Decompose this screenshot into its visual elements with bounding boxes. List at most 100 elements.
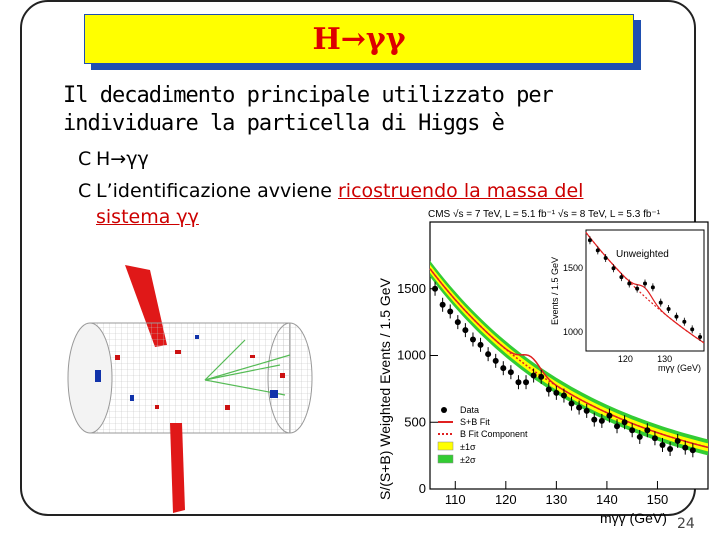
data-point	[469, 336, 476, 343]
detector-endcap-left	[67, 322, 113, 434]
bullet-2-text: L’identificazione avviene	[96, 180, 338, 202]
legend-data-marker	[441, 407, 447, 413]
bullet-2-line-2: sistema γγ	[96, 206, 199, 228]
data-point	[500, 365, 507, 372]
inset-data-point	[603, 256, 608, 261]
bullet-icon: C	[78, 148, 92, 170]
data-point	[636, 433, 643, 440]
data-point	[439, 301, 446, 308]
inset-data-point	[587, 238, 592, 243]
inset-x-tick-label: 130	[657, 354, 672, 364]
data-point	[515, 379, 522, 386]
slide-title: H→γγ	[312, 21, 406, 57]
data-point	[477, 341, 484, 348]
bullet-icon: C	[78, 180, 92, 202]
y-ticks: 0 500 1000 1500	[397, 281, 438, 496]
chart-header: CMS √s = 7 TeV, L = 5.1 fb⁻¹ √s = 8 TeV,…	[428, 208, 661, 220]
data-point	[538, 373, 545, 380]
data-point	[576, 404, 583, 411]
page-number: 24	[677, 516, 695, 532]
x-axis-label: mγγ (GeV)	[600, 510, 667, 526]
data-point	[689, 447, 696, 454]
y-tick-label: 0	[419, 481, 426, 496]
inset-data-point	[643, 281, 647, 286]
bullet-1-text: H→γγ	[96, 148, 149, 170]
legend-sb: S+B Fit	[460, 417, 490, 427]
fit-curves	[429, 268, 709, 449]
inset-y-tick-label: 1000	[563, 327, 583, 337]
inset-data-point	[627, 281, 632, 286]
inset-y-label: Events / 1.5 GeV	[550, 257, 560, 325]
data-point	[553, 389, 560, 396]
inset-data-point	[698, 334, 703, 339]
data-point	[644, 427, 651, 434]
x-tick-label: 120	[495, 492, 517, 507]
legend-1sigma: ±1σ	[460, 442, 476, 452]
calorimeter-hits	[95, 335, 285, 410]
cms-diphoton-mass-chart: CMS √s = 7 TeV, L = 5.1 fb⁻¹ √s = 8 TeV,…	[377, 208, 709, 526]
detector-endcap-right	[267, 322, 313, 434]
x-tick-label: 140	[596, 492, 618, 507]
inset-x-tick-label: 120	[618, 354, 633, 364]
data-point	[545, 386, 552, 393]
data-point	[447, 308, 454, 315]
bullet-2: C L’identificazione avviene ricostruendo …	[78, 180, 583, 202]
inset-label: Unweighted	[616, 249, 669, 260]
data-point	[606, 412, 613, 419]
inset-data-point	[650, 285, 655, 290]
inset-data-point	[682, 319, 687, 324]
data-point	[598, 417, 605, 424]
inset-data-point	[690, 327, 695, 332]
inset-data-point	[674, 314, 679, 319]
data-point	[614, 423, 621, 430]
inset-plot: Unweighted 1000 1500 120 130 Events / 1.5 G…	[550, 229, 705, 373]
data-point	[667, 445, 674, 452]
legend-b: B Fit Component	[460, 429, 528, 439]
inset-y-tick-label: 1500	[563, 263, 583, 273]
data-point	[659, 441, 666, 448]
y-tick-label: 1500	[397, 281, 426, 296]
data-point	[523, 379, 530, 386]
inset-data-point	[666, 306, 671, 311]
x-tick-label: 110	[445, 492, 466, 507]
data-point	[583, 407, 590, 414]
inset-x-label: mγγ (GeV)	[658, 363, 701, 373]
data-point	[492, 357, 499, 364]
y-tick-label: 1000	[397, 348, 426, 363]
intro-line-2: individuare la particella di Higgs è	[63, 111, 505, 136]
jet-bottom	[170, 423, 185, 513]
x-tick-label: 130	[546, 492, 568, 507]
legend-data: Data	[460, 405, 479, 415]
intro-text: Il decadimento principale utilizzato per…	[63, 82, 554, 138]
detector-barrel	[89, 322, 291, 434]
bullet-2-link-cont[interactable]: sistema γγ	[96, 206, 199, 228]
inset-data-point	[611, 266, 616, 271]
inset-data-point	[635, 286, 640, 291]
legend: Data S+B Fit B Fit Component ±1σ ±2σ	[437, 405, 528, 465]
inset-data-point	[658, 300, 663, 305]
legend-1sigma-box	[437, 441, 454, 451]
data-point	[507, 369, 514, 376]
data-point	[629, 427, 636, 434]
data-point	[674, 437, 681, 444]
bullet-1: C H→γγ	[78, 148, 149, 170]
x-ticks: 110 120 130 140 150	[445, 481, 668, 507]
inset-frame	[585, 229, 705, 352]
data-point	[485, 351, 492, 358]
legend-2sigma-box	[437, 454, 454, 464]
inset-data-point	[595, 248, 600, 253]
y-tick-label: 500	[404, 414, 426, 429]
bullet-2-link[interactable]: ricostruendo la massa del	[338, 180, 584, 202]
s-plus-b-fit-line	[429, 268, 709, 449]
intro-line-1: Il decadimento principale utilizzato per	[63, 83, 554, 108]
data-point	[682, 444, 689, 451]
data-points	[432, 281, 696, 458]
x-tick-label: 150	[647, 492, 669, 507]
data-point	[568, 400, 575, 407]
fit-bands	[430, 260, 708, 456]
data-point	[621, 419, 628, 426]
inset-data-point	[619, 275, 624, 280]
tracks	[204, 339, 291, 396]
data-point	[462, 327, 469, 334]
data-point	[651, 435, 658, 442]
